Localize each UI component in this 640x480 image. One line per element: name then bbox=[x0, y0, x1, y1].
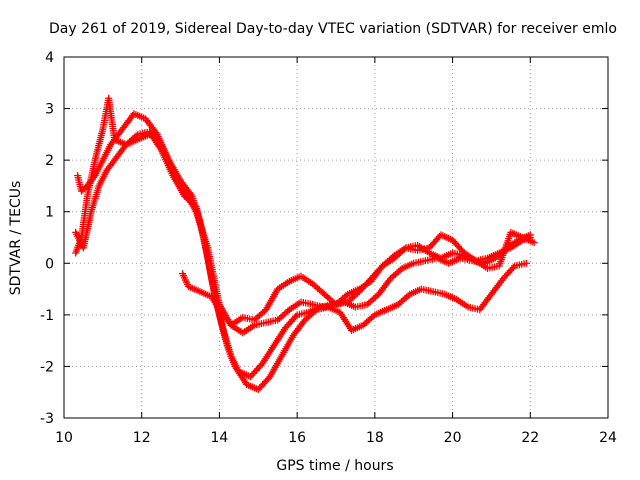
y-tick-label: 1 bbox=[45, 205, 54, 221]
y-axis-label: SDTVAR / TECUs bbox=[8, 181, 24, 296]
data-point bbox=[396, 266, 404, 274]
data-point bbox=[292, 312, 300, 320]
data-point bbox=[509, 263, 517, 271]
x-tick-label: 12 bbox=[133, 430, 151, 446]
series-track-d bbox=[179, 234, 534, 337]
y-tick-labels: -3 -2 -1 0 1 2 3 4 bbox=[40, 50, 54, 427]
y-tick-label: -3 bbox=[40, 411, 54, 427]
y-tick-label: 2 bbox=[45, 153, 54, 169]
x-axis-label: GPS time / hours bbox=[276, 458, 393, 474]
series-track-a bbox=[74, 110, 534, 381]
data-point bbox=[284, 307, 292, 315]
x-tick-label: 22 bbox=[521, 430, 539, 446]
y-tick-label: 0 bbox=[45, 256, 54, 272]
chart-title: Day 261 of 2019, Sidereal Day-to-day VTE… bbox=[49, 21, 617, 37]
x-tick-labels: 10 12 14 16 18 20 22 24 bbox=[55, 430, 617, 446]
y-tick-label: -1 bbox=[40, 308, 54, 324]
series-track-b bbox=[72, 128, 530, 394]
plot-frame bbox=[63, 56, 609, 419]
data-point bbox=[530, 239, 538, 247]
y-tick-label: 4 bbox=[45, 50, 54, 66]
data-point bbox=[404, 292, 412, 300]
x-tick-label: 10 bbox=[55, 430, 73, 446]
x-tick-label: 14 bbox=[211, 430, 229, 446]
data-point bbox=[522, 259, 530, 267]
y-tick-label: 3 bbox=[45, 102, 54, 118]
axis-ticks bbox=[63, 56, 609, 419]
x-tick-label: 18 bbox=[366, 430, 384, 446]
data-point bbox=[342, 292, 350, 300]
data-point bbox=[311, 307, 319, 315]
x-tick-label: 24 bbox=[599, 430, 617, 446]
y-tick-label: -2 bbox=[40, 359, 54, 375]
x-tick-label: 20 bbox=[444, 430, 462, 446]
data-points bbox=[72, 94, 538, 394]
data-point bbox=[526, 234, 534, 241]
data-point bbox=[400, 245, 408, 253]
x-tick-label: 16 bbox=[288, 430, 306, 446]
data-point bbox=[369, 312, 377, 320]
